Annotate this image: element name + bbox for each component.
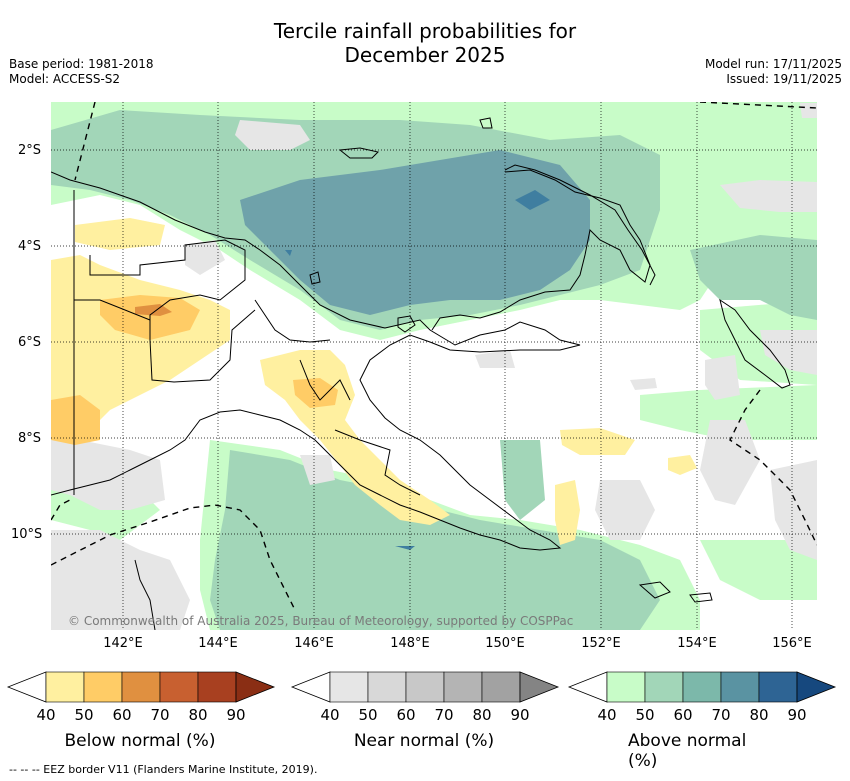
issued-date: Issued: 19/11/2025 (726, 72, 842, 86)
colorbar-below-box-4 (197, 671, 237, 703)
lon-tick-148e: 148°E (390, 636, 430, 651)
lat-tick-10s: 10°S (11, 527, 43, 542)
lon-tick-146e: 146°E (294, 636, 334, 651)
above-normal-60-70-regions (240, 150, 590, 315)
colorbar-near-tick-40: 40 (320, 706, 340, 724)
new-guinea-coast (51, 171, 581, 551)
lat-tick-4s: 4°S (18, 239, 42, 254)
colorbar-below-tick-60: 60 (112, 706, 132, 724)
below-normal-60-70-regions (135, 304, 172, 316)
new-ireland-coast (504, 164, 656, 286)
base-period: Base period: 1981-2018 (9, 57, 154, 71)
lon-tick-154e: 154°E (677, 636, 717, 651)
coastlines (51, 117, 791, 630)
lat-tick-6s: 6°S (18, 335, 42, 350)
colorbar-below-box-3 (159, 671, 199, 703)
colorbar-below-tick-80: 80 (188, 706, 208, 724)
lon-tick-144e: 144°E (198, 636, 238, 651)
title-line-2: December 2025 (344, 43, 506, 67)
south-islands (638, 581, 671, 599)
colorbar-near-tick-70: 70 (434, 706, 454, 724)
colorbar-above-title: Above normal (%) (628, 731, 747, 771)
colorbars (6, 671, 837, 703)
louisiade-islands (689, 592, 713, 603)
colorbar-near-box-4 (481, 671, 521, 703)
colorbar-below-tick-50: 50 (74, 706, 94, 724)
colorbar-near-box-3 (443, 671, 483, 703)
colorbar-below-low-extension (6, 671, 47, 703)
eez-footnote: -- -- -- EEZ border V11 (Flanders Marine… (9, 763, 318, 776)
near-normal-40-50-regions (51, 103, 817, 630)
meta-left: Base period: 1981-2018 Model: ACCESS-S2 (9, 57, 154, 87)
graticule (51, 102, 817, 630)
map-area (51, 102, 817, 630)
colorbar-below-tick-90: 90 (226, 706, 246, 724)
colorbar-above-box-1 (644, 671, 684, 703)
colorbar-near-tick-60: 60 (396, 706, 416, 724)
colorbar-near-title: Near normal (%) (353, 731, 495, 751)
colorbar-near-tick-90: 90 (510, 706, 530, 724)
copyright-notice: © Commonwealth of Australia 2025, Bureau… (68, 614, 574, 628)
colorbar-above-box-4 (758, 671, 798, 703)
bougainville-coast (719, 298, 791, 389)
colorbar-above-box-0 (606, 671, 646, 703)
lat-tick-8s: 8°S (18, 431, 42, 446)
eez-borders (51, 102, 817, 611)
new-britain-coast (431, 169, 651, 331)
colorbar-above-box-2 (682, 671, 722, 703)
colorbar-above-low-extension (567, 671, 608, 703)
manus-island (338, 147, 379, 159)
colorbar-near-box-2 (405, 671, 445, 703)
model-name: Model: ACCESS-S2 (9, 72, 121, 86)
colorbar-near-tick-80: 80 (472, 706, 492, 724)
colorbar-above-tick-60: 60 (673, 706, 693, 724)
colorbar-below-high-extension (235, 671, 276, 703)
provincial-borders (73, 190, 421, 496)
colorbar-below-tick-40: 40 (36, 706, 56, 724)
colorbar-near-box-1 (367, 671, 407, 703)
colorbar-near-low-extension (290, 671, 331, 703)
colorbar-above-tick-90: 90 (787, 706, 807, 724)
colorbar-above-tick-40: 40 (597, 706, 617, 724)
title-line-1: Tercile rainfall probabilities for (273, 19, 577, 43)
lon-tick-142e: 142°E (103, 636, 143, 651)
colorbar-near-tick-50: 50 (358, 706, 378, 724)
colorbar-above-tick-80: 80 (749, 706, 769, 724)
lon-tick-156e: 156°E (772, 636, 812, 651)
lon-tick-150e: 150°E (485, 636, 525, 651)
colorbar-below-box-2 (121, 671, 161, 703)
torres-strait-coast (134, 559, 156, 630)
colorbar-above-box-3 (720, 671, 760, 703)
model-run: Model run: 17/11/2025 (704, 57, 842, 71)
colorbar-near-high-extension (519, 671, 560, 703)
meta-right: Model run: 17/11/2025 Issued: 19/11/2025 (705, 57, 842, 87)
colorbar-below-title: Below normal (%) (64, 731, 216, 751)
colorbar-above-tick-50: 50 (635, 706, 655, 724)
colorbar-above-high-extension (796, 671, 837, 703)
map-title: Tercile rainfall probabilities for Decem… (0, 19, 850, 67)
lat-tick-2s: 2°S (18, 143, 42, 158)
misc-island-1 (397, 315, 416, 333)
colorbar-below-box-0 (45, 671, 85, 703)
colorbar-near-box-0 (329, 671, 369, 703)
lon-tick-152e: 152°E (581, 636, 621, 651)
colorbar-above-tick-70: 70 (711, 706, 731, 724)
misc-island-3 (479, 117, 493, 129)
colorbar-below-box-1 (83, 671, 123, 703)
colorbar-below-tick-70: 70 (150, 706, 170, 724)
misc-island-2 (309, 271, 321, 285)
